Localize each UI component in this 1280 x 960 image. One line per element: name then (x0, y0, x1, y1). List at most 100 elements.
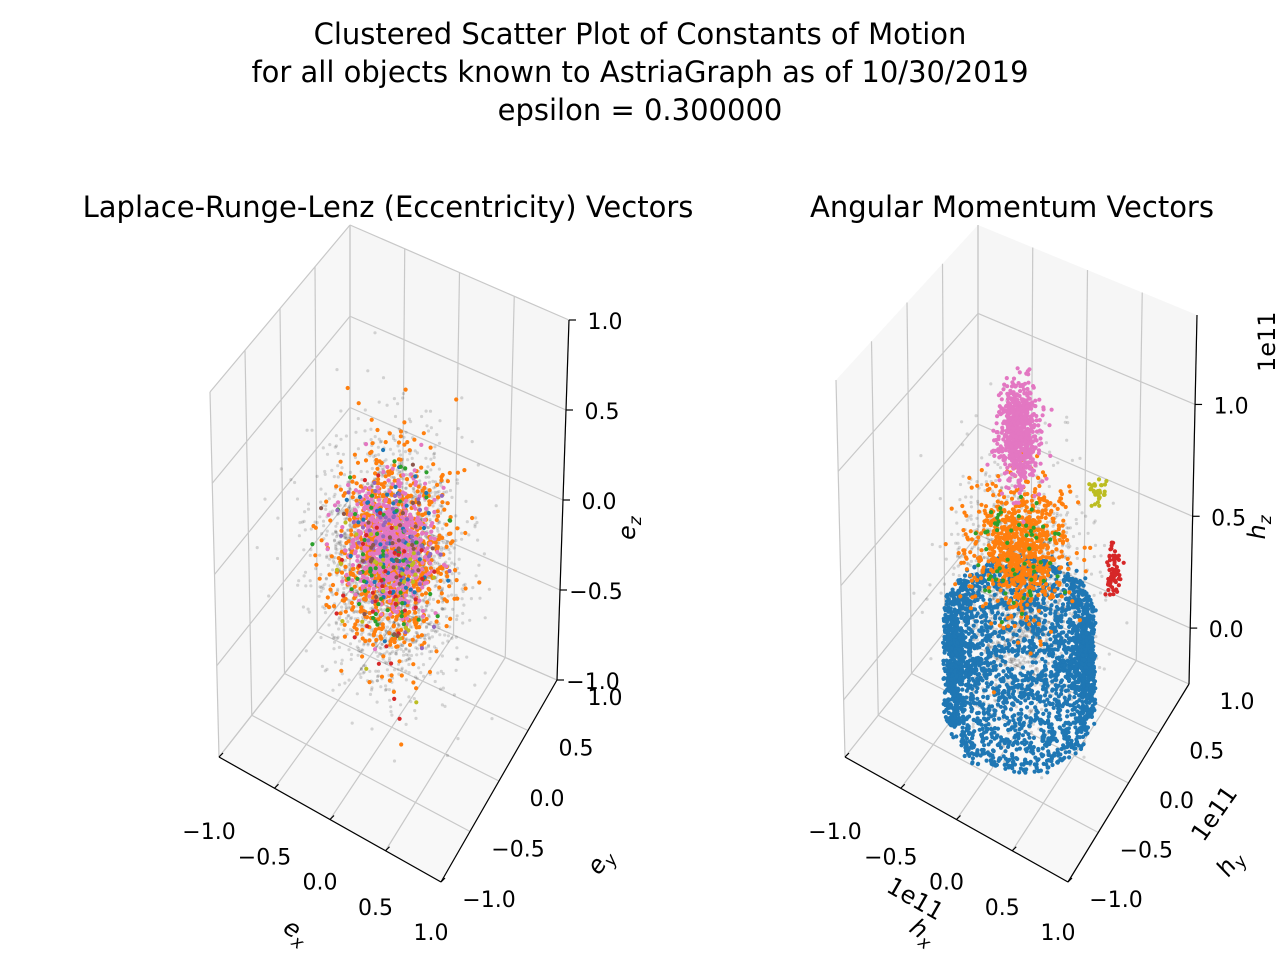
data-point (463, 586, 468, 591)
data-point (440, 703, 444, 707)
data-point (1089, 572, 1094, 576)
data-point (353, 488, 358, 493)
data-point (1010, 483, 1014, 488)
data-point (435, 433, 439, 437)
data-point (338, 540, 342, 544)
data-point (404, 659, 408, 663)
data-point (425, 604, 429, 608)
data-point (325, 547, 330, 552)
data-point (423, 637, 427, 642)
data-point (477, 563, 481, 567)
data-point (348, 528, 354, 533)
data-point (335, 534, 339, 539)
data-point (345, 385, 350, 391)
data-point (314, 567, 318, 571)
data-point (378, 631, 382, 635)
data-point (332, 647, 336, 651)
data-point (339, 570, 345, 575)
data-point (375, 700, 379, 704)
data-point (374, 637, 379, 643)
data-point (349, 587, 354, 592)
data-point (356, 589, 360, 593)
data-point (360, 648, 364, 652)
data-point (344, 434, 348, 438)
data-point (335, 508, 340, 513)
data-point (456, 737, 460, 741)
data-point (477, 580, 482, 585)
data-point (424, 531, 429, 536)
data-point (445, 540, 450, 544)
data-point (366, 643, 370, 647)
data-point (425, 424, 429, 428)
data-point (432, 497, 437, 502)
data-point (412, 697, 416, 701)
data-point (446, 639, 450, 643)
data-point (487, 587, 491, 591)
data-point (455, 657, 459, 661)
grid-line (214, 407, 351, 575)
data-point (347, 678, 351, 682)
data-point (1011, 660, 1015, 664)
data-point (339, 528, 344, 533)
data-point (370, 466, 374, 471)
data-point (321, 519, 326, 523)
data-point (460, 587, 464, 591)
data-point (393, 601, 398, 607)
data-point (980, 482, 984, 487)
data-point (334, 567, 340, 573)
data-point (440, 607, 444, 611)
data-point (402, 435, 406, 439)
data-point (338, 471, 343, 476)
data-point (384, 526, 389, 531)
data-point (407, 594, 411, 598)
data-point (430, 628, 434, 633)
data-point (348, 475, 353, 480)
data-point (400, 668, 404, 672)
data-point (373, 453, 378, 457)
data-point (392, 632, 397, 637)
data-point (394, 508, 399, 513)
data-point (374, 457, 379, 463)
data-point (375, 485, 380, 490)
data-point (420, 592, 425, 597)
data-point (956, 532, 960, 536)
data-point (421, 431, 426, 436)
data-point (354, 609, 358, 614)
data-point (438, 555, 442, 560)
data-point (439, 591, 444, 596)
data-point (390, 645, 394, 650)
data-point (332, 640, 337, 644)
data-point (396, 552, 401, 557)
data-point (379, 578, 384, 583)
data-point (445, 479, 450, 484)
data-point (375, 466, 380, 471)
data-point (385, 650, 389, 654)
data-point (414, 540, 419, 545)
data-point (319, 572, 323, 577)
data-point (386, 478, 391, 483)
data-point (435, 514, 441, 519)
data-point (412, 530, 418, 535)
data-point (331, 559, 335, 563)
data-point (343, 532, 347, 536)
data-point (463, 530, 468, 536)
data-point (319, 589, 323, 593)
data-point (323, 606, 327, 611)
data-point (365, 470, 369, 474)
data-point (344, 508, 349, 513)
data-point (376, 654, 380, 658)
data-point (397, 491, 402, 497)
data-point (435, 614, 440, 619)
data-point (417, 582, 422, 587)
data-point (416, 551, 421, 556)
data-point (361, 574, 366, 579)
data-point (422, 674, 426, 678)
data-point (339, 668, 344, 673)
data-point (356, 540, 361, 545)
data-point (356, 520, 361, 525)
data-point (406, 628, 411, 633)
data-point (388, 612, 393, 617)
data-point (446, 634, 450, 638)
data-point (435, 549, 440, 555)
data-point (324, 576, 328, 580)
